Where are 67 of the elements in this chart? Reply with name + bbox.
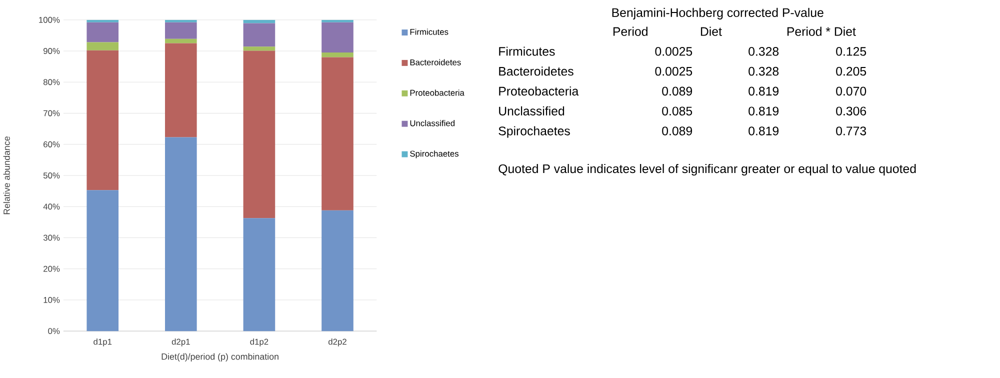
bar <box>165 137 197 332</box>
text: Benjamini-Hochberg corrected P-value <box>612 8 824 20</box>
bar <box>322 20 354 22</box>
category-label: Period <box>613 26 648 36</box>
text: 0.819 <box>748 86 779 96</box>
y-tick-label: 90% <box>44 48 60 54</box>
x-tick-label: d1p1 <box>94 338 112 346</box>
x-axis-title: Diet(d)/period (p) combination <box>162 353 278 362</box>
legend-label: Proteobacteria <box>410 90 464 96</box>
y-tick-label: 100% <box>39 17 60 23</box>
bar <box>86 22 119 42</box>
text: 0.125 <box>836 47 866 56</box>
category-label: Diet <box>700 26 722 36</box>
y-tick-label: 80% <box>43 79 60 86</box>
bar <box>243 20 276 24</box>
text: 0.089 <box>662 126 692 136</box>
text: Quoted P value indicates level of significanr greater or equal to value quoted <box>498 164 916 176</box>
bar <box>165 43 197 138</box>
x-tick-label: d2p2 <box>328 338 346 346</box>
bar <box>165 20 197 22</box>
bar <box>322 210 354 332</box>
text: 0.0025 <box>655 47 692 56</box>
bar <box>86 20 119 22</box>
y-tick-label: 40% <box>43 204 60 210</box>
text: 0.819 <box>748 106 779 116</box>
category-label: Firmicutes <box>499 46 555 56</box>
text: 0.773 <box>836 126 866 136</box>
category-label: Period * Diet <box>787 26 856 36</box>
y-tick-label: 70% <box>44 110 60 116</box>
bar <box>243 46 276 51</box>
bar <box>322 52 354 58</box>
category-label: Unclassified <box>499 106 564 116</box>
text: 0.0025 <box>655 67 692 76</box>
y-tick-label: 30% <box>43 234 60 241</box>
text: 0.819 <box>748 126 779 136</box>
legend-label: Bacteroidetes <box>410 59 461 66</box>
x-tick-label: d2p1 <box>172 338 190 346</box>
y-tick-label: 0% <box>48 328 60 334</box>
bar <box>322 57 354 210</box>
text: 0.089 <box>662 86 692 96</box>
text: 0.328 <box>748 47 779 56</box>
bar <box>322 22 354 53</box>
y-axis-title: Relative abundance <box>3 136 10 214</box>
text: 0.070 <box>836 86 866 96</box>
y-tick-label: 10% <box>44 297 60 304</box>
text: 0.085 <box>662 106 692 116</box>
text: 0.306 <box>836 106 866 116</box>
category-label: Bacteroidetes <box>499 66 574 76</box>
bar <box>243 23 276 47</box>
text: 0.205 <box>836 67 866 76</box>
bar <box>165 22 197 39</box>
bar <box>86 190 119 332</box>
category-label: Proteobacteria <box>499 86 579 96</box>
text: 0.328 <box>748 67 779 76</box>
bar <box>86 42 119 50</box>
legend-label: Firmicutes <box>410 28 448 35</box>
bar <box>165 38 197 44</box>
bar <box>86 50 119 190</box>
bar <box>243 218 276 332</box>
x-tick-label: d1p2 <box>250 338 268 346</box>
legend-label: Unclassified <box>410 120 455 126</box>
legend-label: Spirochaetes <box>410 150 459 158</box>
bar <box>243 50 276 218</box>
y-tick-label: 60% <box>44 141 60 148</box>
y-tick-label: 20% <box>44 266 60 272</box>
y-tick-label: 50% <box>43 172 60 179</box>
category-label: Spirochaetes <box>498 126 570 138</box>
